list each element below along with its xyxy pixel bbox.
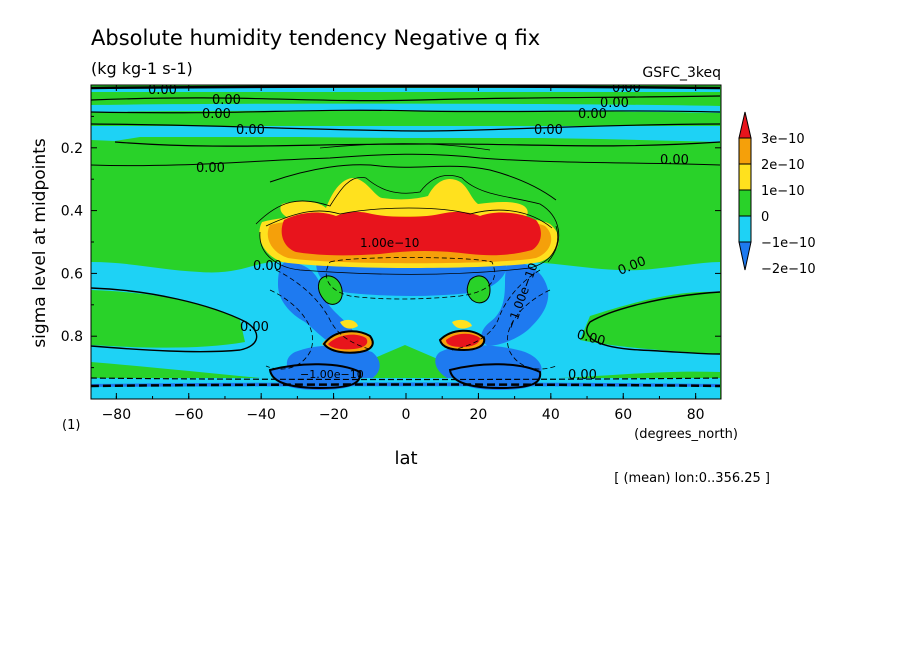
contour-label-15: 1.00e−10 [360, 236, 419, 250]
contour-line-lower-right-max [438, 329, 486, 352]
contour-line-mid-neg4 [265, 289, 313, 370]
contour-lines [91, 85, 721, 390]
x-tick-label: −40 [246, 407, 276, 423]
y-axis-title: sigma level at midpoints [30, 138, 50, 347]
contour-line-mid-zero-2 [586, 291, 721, 355]
contour-label-9: 0.00 [660, 153, 689, 168]
x-units: (degrees_north) [634, 427, 738, 442]
field-pos3-lower-right [446, 333, 480, 347]
y-axis: 0.2 0.4 0.6 0.8 [61, 115, 721, 369]
legend-swatch [738, 163, 752, 191]
x-tick-label: −80 [102, 407, 132, 423]
legend-label: 0 [761, 210, 769, 225]
field-pos1-small-left [340, 319, 358, 329]
contour-line-upper-8 [319, 143, 491, 151]
legend-label: 2e−10 [761, 158, 805, 173]
contour-label-3: 0.00 [236, 123, 265, 138]
legend-swatch [738, 215, 752, 243]
legend-triangle-bottom [738, 241, 752, 271]
x-tick-label: 80 [687, 407, 705, 423]
contour-label-7: 0.00 [578, 107, 607, 122]
contour-label-6: 0.00 [600, 96, 629, 111]
contour-label-5: 0.00 [612, 81, 641, 96]
x-tick-label: 20 [469, 407, 487, 423]
contour-label-1: 0.00 [212, 93, 241, 108]
contour-line-mid-neg2 [451, 269, 541, 351]
y-units: (1) [62, 418, 80, 433]
contour-label-17: −1.00e−10 [300, 368, 364, 381]
contour-label-14: 0.00 [568, 368, 597, 383]
contour-label-10: 0.00 [253, 259, 282, 274]
legend-triangle-top [738, 111, 752, 139]
contour-line-right-island [466, 275, 491, 304]
contour-label-13: 0.00 [575, 327, 607, 349]
contour-line-mid-neg5 [507, 289, 557, 370]
field-neg1-upper-band [91, 126, 720, 142]
field-neg1-mid [91, 262, 720, 383]
y-tick-label: 0.8 [61, 329, 83, 345]
contour-label-4: 0.00 [196, 161, 225, 176]
contour-line-upper-7 [269, 164, 557, 201]
chart-units: (kg kg-1 s-1) [91, 59, 193, 78]
x-tick-label: 40 [542, 407, 560, 423]
field-pos3-lower-left [328, 334, 368, 350]
color-legend: 3e−10 2e−10 1e−10 0 −1e−10 −2e−10 [738, 111, 816, 277]
x-tick-label: −60 [174, 407, 204, 423]
field-pos1-small-right [452, 319, 472, 329]
contour-line-mid-zero [91, 287, 258, 353]
field-neg2-right-arc [481, 262, 549, 346]
chart-title: Absolute humidity tendency Negative q fi… [91, 26, 540, 50]
x-tick-label: 0 [402, 407, 411, 423]
legend-swatch [738, 137, 752, 165]
contour-line-upper-3 [91, 109, 721, 114]
contour-line-mid-neg3 [325, 257, 496, 300]
plot-area: 0.00 0.00 0.00 0.00 0.00 0.00 0.00 0.00 … [91, 81, 721, 399]
contour-line-upper-2 [91, 95, 721, 102]
contour-label-0: 0.00 [148, 83, 177, 98]
contour-line-left-island [317, 275, 343, 305]
y-tick-label: 0.6 [61, 266, 83, 282]
x-tick-label: 60 [614, 407, 632, 423]
contour-line-upper-1 [91, 85, 721, 90]
contour-line-surface-4 [91, 383, 721, 388]
contour-line-mid-neg1 [275, 269, 373, 351]
x-axis-title: lat [394, 448, 417, 469]
contour-label-8: 0.00 [534, 123, 563, 138]
contour-line-lower-left-max [322, 330, 374, 354]
contour-label-12: 0.00 [240, 320, 269, 335]
field-pos1-upper-bumps [280, 178, 528, 222]
field-zero-island-right [467, 275, 490, 303]
contour-label-2: 0.00 [202, 107, 231, 122]
contour-line-max-3 [265, 207, 553, 229]
field-neg2-left-arc [278, 262, 354, 348]
legend-label: 1e−10 [761, 184, 805, 199]
footnote: [ (mean) lon:0..356.25 ] [614, 471, 770, 486]
contour-line-upper-6 [91, 153, 721, 167]
y-tick-label: 0.4 [61, 204, 83, 220]
y-tick-label: 0.2 [61, 141, 83, 157]
field-zero-island-left [318, 275, 343, 305]
legend-label: 3e−10 [761, 132, 805, 147]
legend-label: −1e−10 [761, 236, 816, 251]
legend-label: −2e−10 [761, 262, 816, 277]
model-label: GSFC_3keq [642, 65, 721, 81]
contour-line-surface-1 [91, 377, 721, 381]
contour-line-max-2 [259, 225, 558, 275]
x-axis: −80 −60 −40 −20 0 20 40 60 80 [102, 85, 705, 423]
contour-line-max-1 [255, 175, 560, 263]
contour-line-upper-4 [91, 123, 721, 132]
field-pos3-maximum [281, 211, 541, 256]
legend-swatch [738, 189, 752, 217]
x-tick-label: −20 [319, 407, 349, 423]
